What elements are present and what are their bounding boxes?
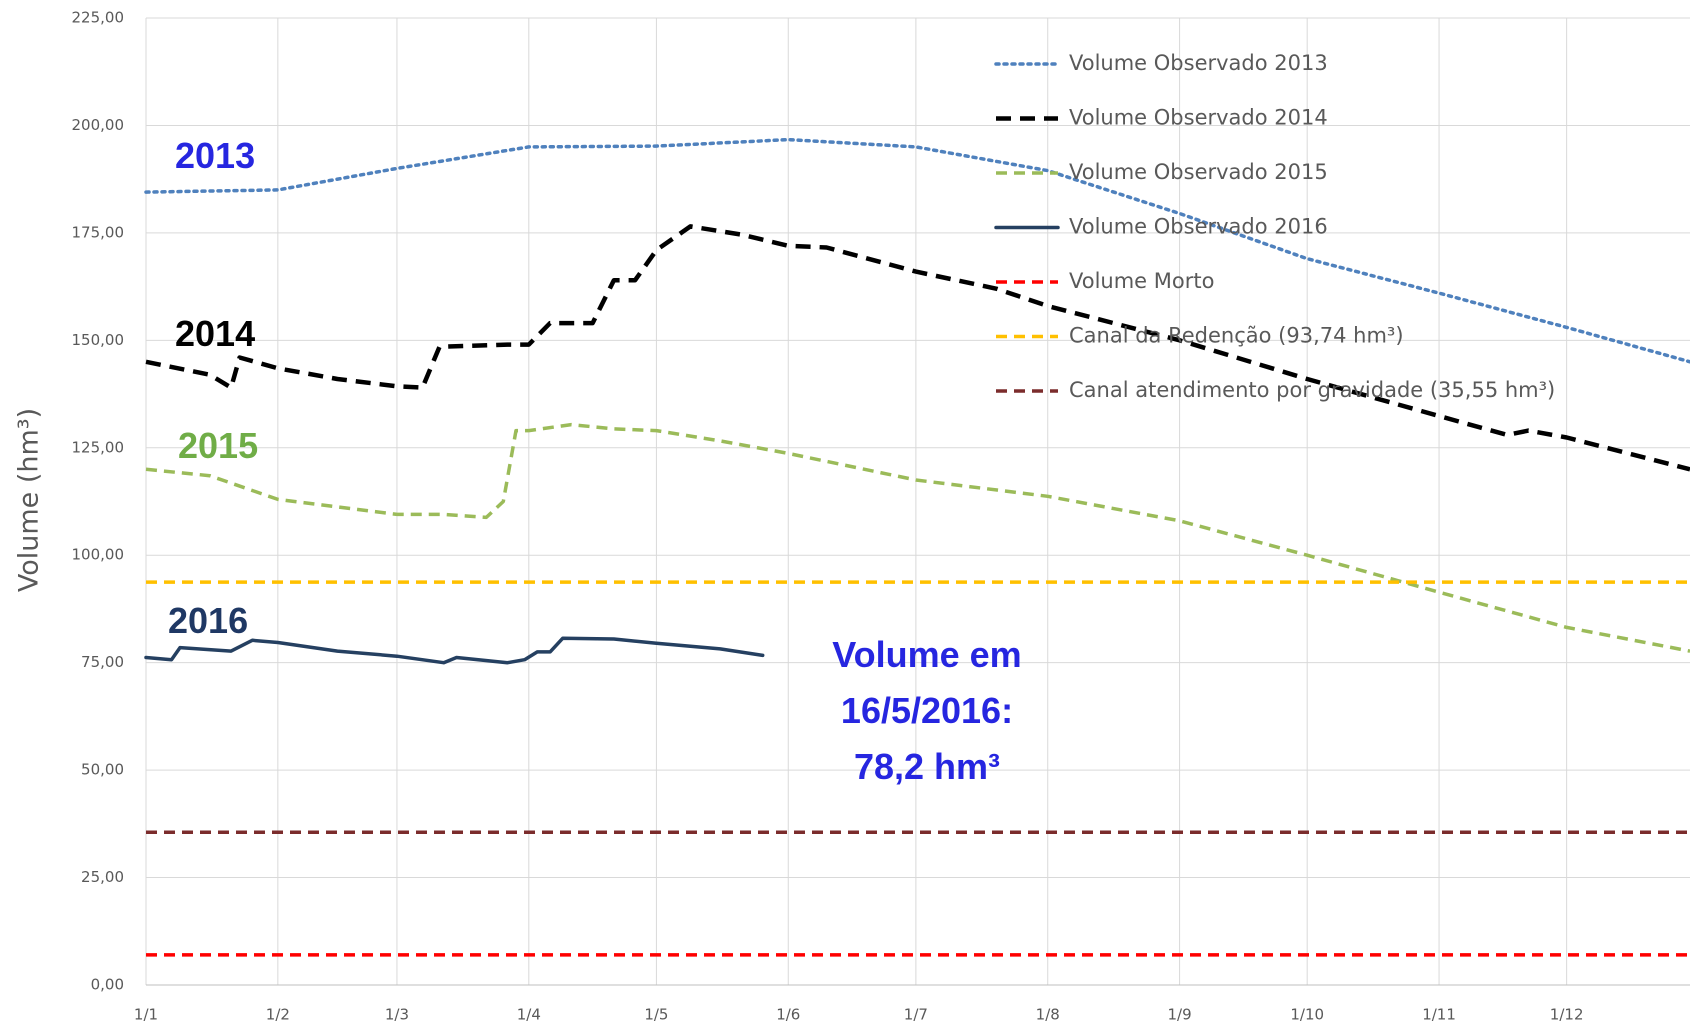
series-line: [144, 636, 765, 665]
y-axis-label: Volume (hm³): [14, 408, 45, 592]
legend-label: Volume Observado 2014: [1069, 106, 1328, 130]
x-tick-label: 1/10: [1290, 1006, 1324, 1024]
legend-label: Volume Morto: [1069, 269, 1214, 293]
y-tick-label: 0,00: [91, 976, 124, 994]
y-tick-label: 175,00: [72, 223, 125, 241]
y-tick-label: 50,00: [81, 761, 124, 779]
y-tick-label: 25,00: [81, 868, 124, 886]
legend-label: Canal da Redenção (93,74 hm³): [1069, 324, 1404, 348]
annotation-line: 2015: [178, 425, 258, 466]
y-tick-label: 225,00: [72, 9, 125, 27]
x-tick-label: 1/9: [1168, 1006, 1192, 1024]
legend-label: Volume Observado 2015: [1069, 160, 1328, 184]
annotation-line: Volume em: [832, 634, 1021, 675]
x-tick-label: 1/1: [134, 1006, 158, 1024]
annotation: 2014: [175, 313, 255, 354]
y-tick-label: 200,00: [72, 116, 125, 134]
x-tick-label: 1/11: [1422, 1006, 1456, 1024]
x-tick-label: 1/4: [517, 1006, 541, 1024]
y-tick-label: 150,00: [72, 331, 125, 349]
x-tick-label: 1/6: [776, 1006, 800, 1024]
x-tick-label: 1/3: [385, 1006, 409, 1024]
series-line: [145, 224, 1690, 472]
annotation-line: 2014: [175, 313, 255, 354]
annotation-line: 78,2 hm³: [854, 746, 1000, 787]
x-tick-label: 1/5: [644, 1006, 668, 1024]
x-tick-label: 1/8: [1036, 1006, 1060, 1024]
series-line: [145, 422, 1690, 653]
x-tick-label: 1/7: [904, 1006, 928, 1024]
y-tick-label: 100,00: [72, 546, 125, 564]
legend-label: Volume Observado 2016: [1069, 215, 1328, 239]
annotation: 2015: [178, 425, 258, 466]
x-tick-label: 1/2: [266, 1006, 290, 1024]
legend-label: Canal atendimento por gravidade (35,55 h…: [1069, 378, 1555, 402]
y-tick-label: 75,00: [81, 653, 124, 671]
annotation-line: 2013: [175, 135, 255, 176]
annotation: Volume em 16/5/2016: 78,2 hm³: [832, 634, 1021, 787]
y-tick-label: 125,00: [72, 438, 125, 456]
x-tick-label: 1/12: [1550, 1006, 1584, 1024]
annotation: 2016: [168, 600, 248, 641]
annotation: 2013: [175, 135, 255, 176]
annotation-line: 16/5/2016:: [841, 690, 1013, 731]
annotation-line: 2016: [168, 600, 248, 641]
series-line: [144, 137, 1690, 364]
legend-label: Volume Observado 2013: [1069, 51, 1328, 75]
